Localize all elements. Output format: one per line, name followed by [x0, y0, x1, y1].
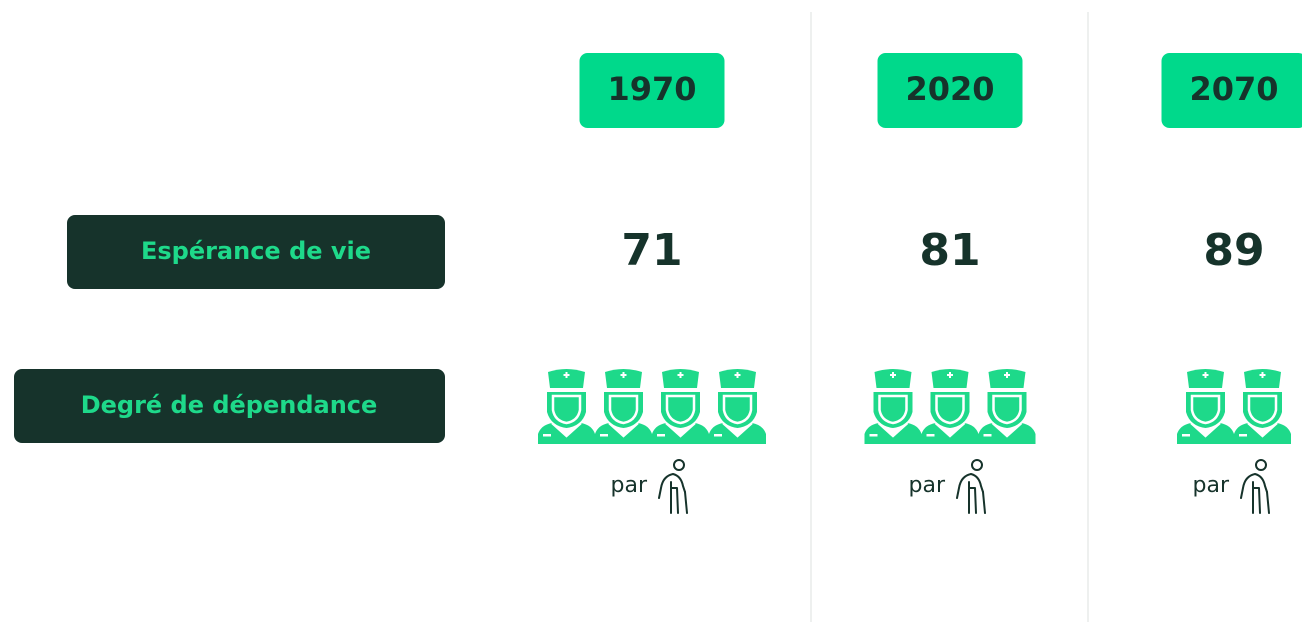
per-label: par [611, 473, 648, 498]
caregiver-icon [1234, 368, 1291, 444]
life-expectancy: 71 [621, 225, 682, 276]
life-expectancy: 81 [919, 225, 980, 276]
year-box [579, 53, 725, 128]
caregiver-icon [595, 368, 652, 444]
caregiver-icon [864, 368, 922, 444]
row-label: Degré de dépendance [81, 391, 378, 419]
year-box [1161, 53, 1302, 128]
year: 1970 [607, 70, 696, 108]
row-label-box [14, 369, 445, 443]
year-box [877, 53, 1023, 128]
row-label: Espérance de vie [141, 237, 371, 265]
year: 2070 [1189, 70, 1278, 108]
caregiver-icon [652, 368, 709, 444]
row-label-box [67, 215, 445, 289]
elderly-icon [956, 459, 986, 514]
caregiver-icon [978, 368, 1036, 444]
caregiver-icon [1177, 368, 1234, 444]
caregiver-icon [921, 368, 979, 444]
per-label: par [909, 473, 946, 498]
per-label: par [1193, 473, 1230, 498]
life-expectancy: 89 [1203, 225, 1264, 276]
elderly-icon [1240, 459, 1270, 514]
elderly-icon [658, 459, 688, 514]
caregiver-icon [538, 368, 595, 444]
year: 2020 [905, 70, 994, 108]
caregiver-icon [709, 368, 766, 444]
